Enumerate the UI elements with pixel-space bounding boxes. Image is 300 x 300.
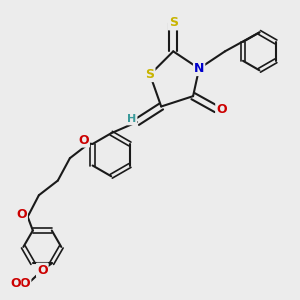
Text: O: O <box>37 264 48 277</box>
Text: O: O <box>216 103 227 116</box>
Text: O: O <box>16 208 27 221</box>
Text: H: H <box>127 114 136 124</box>
Text: O: O <box>10 278 21 290</box>
Text: N: N <box>194 62 204 75</box>
Text: S: S <box>146 68 154 81</box>
Text: O: O <box>20 278 30 290</box>
Text: S: S <box>169 16 178 29</box>
Text: O: O <box>78 134 89 147</box>
